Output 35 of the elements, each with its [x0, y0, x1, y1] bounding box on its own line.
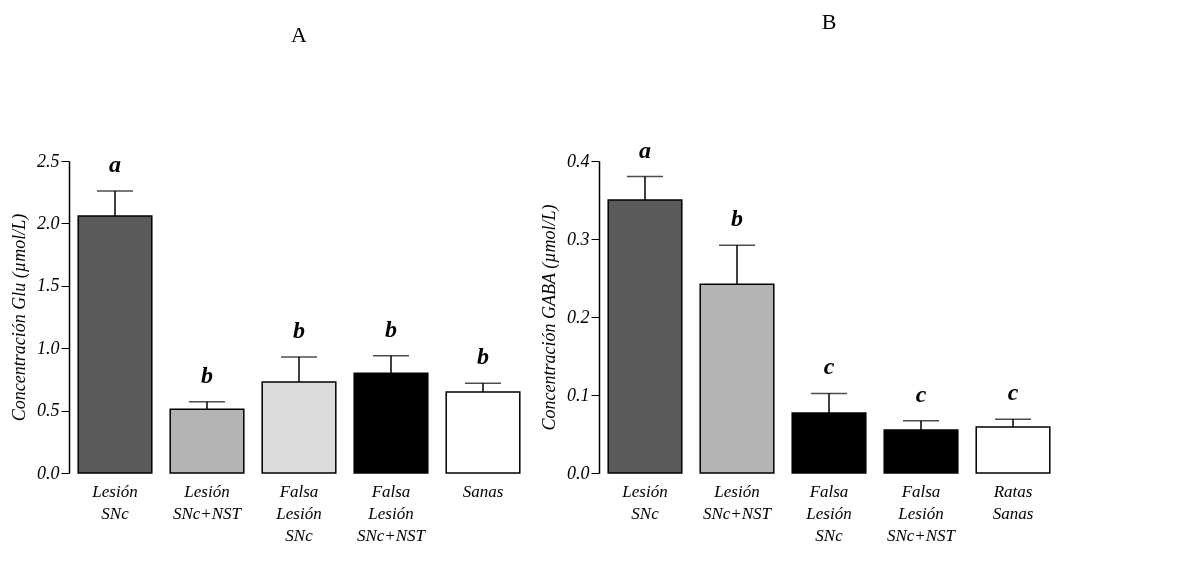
- x-tick-label: Lesión SNc+NST: [172, 481, 243, 523]
- x-tick-label: Sanas: [462, 481, 504, 501]
- y-tick-label: 0.0: [37, 462, 60, 483]
- annotation: b: [201, 361, 213, 388]
- x-tick-label: Lesión SNc: [91, 481, 138, 523]
- y-tick-label: 0.1: [567, 384, 590, 405]
- y-tick-label: 0.0: [567, 462, 590, 483]
- y-tick-label: 2.5: [37, 150, 60, 171]
- annotation: b: [731, 205, 743, 232]
- y-tick-label: 1.5: [37, 275, 60, 296]
- x-tick-label: Lesión SNc: [621, 481, 668, 523]
- annotation: b: [293, 316, 305, 343]
- x-tick-label: Falsa Lesión SNc+NST: [886, 481, 957, 545]
- annotation: b: [477, 343, 489, 370]
- annotation: a: [639, 136, 651, 163]
- y-tick-label: 1.0: [37, 337, 60, 358]
- x-tick-label: Falsa Lesión SNc: [275, 481, 322, 545]
- x-tick-label: Falsa Lesión SNc: [805, 481, 852, 545]
- y-axis-title: Concentración Glu (µmol/L): [9, 213, 30, 422]
- y-tick-label: 0.3: [567, 228, 590, 249]
- chart-title: A: [291, 22, 308, 47]
- annotation: c: [823, 353, 835, 380]
- x-tick-label: Falsa Lesión SNc+NST: [356, 481, 427, 545]
- x-tick-label: Ratas Sanas: [992, 481, 1034, 523]
- x-tick-label: Lesión SNc+NST: [702, 481, 773, 523]
- annotation: a: [109, 150, 121, 177]
- chart-title: B: [821, 8, 837, 34]
- y-tick-label: 0.2: [567, 306, 590, 327]
- y-tick-label: 0.4: [567, 150, 590, 171]
- annotation: c: [915, 380, 927, 407]
- annotation: b: [385, 315, 397, 342]
- y-tick-label: 2.0: [37, 212, 60, 233]
- annotation: c: [1007, 379, 1019, 406]
- y-tick-label: 0.5: [37, 400, 60, 421]
- y-axis-title: Concentración GABA (µmol/L): [539, 204, 560, 431]
